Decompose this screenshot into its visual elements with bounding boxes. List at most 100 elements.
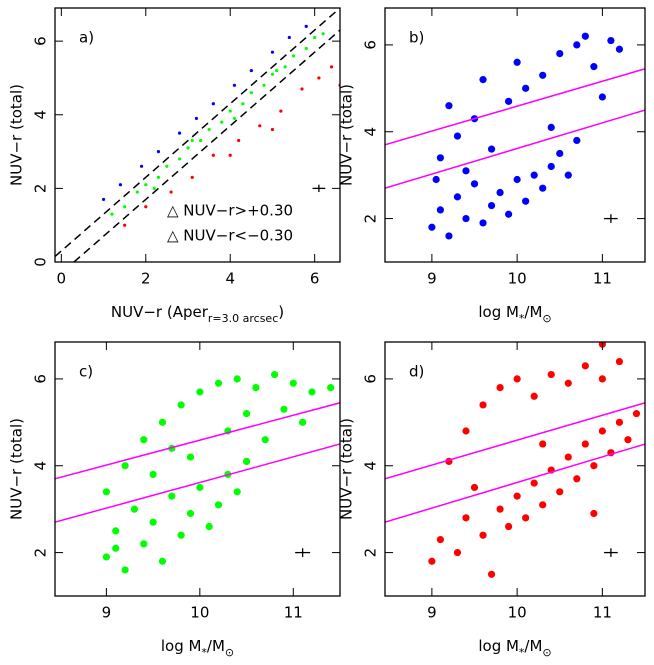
point bbox=[479, 219, 487, 227]
point bbox=[445, 102, 453, 110]
point bbox=[110, 212, 114, 216]
point bbox=[249, 68, 253, 73]
point bbox=[249, 91, 253, 95]
y-tick-label: 6 bbox=[362, 40, 380, 50]
point bbox=[530, 479, 538, 487]
point bbox=[152, 186, 156, 190]
point bbox=[241, 102, 245, 106]
point bbox=[199, 138, 203, 143]
point bbox=[556, 149, 564, 158]
point bbox=[158, 557, 167, 565]
point bbox=[487, 201, 496, 210]
x-axis-label: log M*/M⊙ bbox=[478, 303, 551, 325]
point bbox=[270, 370, 279, 379]
y-tick-label: 4 bbox=[362, 461, 380, 471]
frame bbox=[384, 341, 646, 597]
y-axis-label: NUV−r (total) bbox=[8, 418, 26, 520]
point bbox=[289, 379, 297, 387]
point bbox=[317, 76, 321, 80]
point bbox=[445, 232, 453, 240]
point bbox=[487, 570, 496, 578]
y-tick-label: 4 bbox=[32, 461, 50, 471]
point bbox=[228, 109, 232, 113]
point bbox=[522, 514, 530, 522]
point bbox=[479, 401, 487, 409]
point bbox=[194, 116, 199, 121]
point bbox=[581, 32, 589, 40]
point bbox=[279, 109, 283, 113]
point bbox=[186, 146, 190, 150]
reference-line bbox=[385, 402, 645, 480]
point bbox=[242, 457, 251, 466]
x-tick-label: 10 bbox=[508, 270, 527, 288]
x-axis-label: log M*/M⊙ bbox=[478, 637, 551, 659]
point bbox=[573, 41, 581, 49]
y-tick-label: 4 bbox=[362, 127, 380, 137]
point bbox=[487, 145, 496, 153]
point bbox=[462, 427, 470, 435]
x-tick-label: 9 bbox=[102, 604, 112, 622]
point bbox=[102, 488, 110, 496]
point bbox=[112, 527, 120, 535]
point bbox=[462, 167, 470, 175]
plot-area bbox=[385, 342, 645, 578]
point bbox=[139, 164, 144, 168]
point bbox=[177, 131, 182, 135]
x-axis-label: log M*/M⊙ bbox=[161, 637, 234, 659]
point bbox=[121, 566, 129, 574]
point bbox=[632, 410, 641, 418]
point bbox=[530, 392, 538, 400]
point bbox=[283, 65, 287, 69]
plot-area bbox=[385, 32, 645, 240]
point bbox=[607, 36, 615, 45]
reference-line bbox=[55, 402, 340, 480]
x-tick-label: 2 bbox=[141, 270, 151, 288]
y-tick-label: 2 bbox=[32, 548, 50, 558]
reference-line bbox=[73, 29, 340, 262]
point bbox=[262, 83, 266, 87]
point bbox=[479, 531, 487, 539]
point bbox=[470, 483, 479, 492]
x-axis-label-part: * bbox=[519, 646, 525, 659]
x-axis-label-part: /M bbox=[207, 637, 225, 655]
y-tick-label: 6 bbox=[32, 374, 50, 384]
plot-area bbox=[55, 8, 340, 262]
point bbox=[539, 71, 547, 79]
point bbox=[291, 54, 296, 58]
x-axis-label-part: log M bbox=[478, 637, 519, 655]
point bbox=[101, 197, 106, 202]
point bbox=[121, 462, 129, 470]
x-axis-label-part: ) bbox=[278, 303, 284, 321]
x-axis-label-part: log M bbox=[478, 303, 519, 321]
point bbox=[211, 153, 215, 157]
panel-label: c) bbox=[79, 363, 93, 381]
point bbox=[564, 453, 572, 461]
point bbox=[237, 138, 241, 143]
x-tick-label: 10 bbox=[190, 604, 209, 622]
panel-label: d) bbox=[409, 363, 424, 381]
point bbox=[186, 453, 195, 461]
point bbox=[453, 132, 462, 140]
point bbox=[598, 93, 606, 101]
point bbox=[505, 97, 513, 105]
point bbox=[275, 68, 279, 73]
point bbox=[496, 505, 504, 513]
point bbox=[308, 388, 316, 396]
point bbox=[233, 488, 241, 496]
point bbox=[118, 183, 123, 187]
point bbox=[140, 436, 148, 444]
y-axis-label: NUV−r (total) bbox=[338, 84, 356, 186]
point bbox=[513, 58, 521, 66]
point bbox=[102, 553, 110, 561]
point bbox=[432, 175, 440, 184]
point bbox=[428, 557, 436, 565]
point bbox=[228, 153, 232, 157]
y-tick-label: 2 bbox=[32, 184, 50, 194]
x-axis-label-part: NUV−r (Aper bbox=[111, 303, 209, 321]
x-axis-label-part: ⊙ bbox=[542, 312, 551, 325]
point bbox=[470, 180, 479, 188]
point bbox=[140, 540, 148, 548]
x-tick-label: 11 bbox=[593, 604, 612, 622]
point bbox=[233, 375, 241, 383]
x-tick-label: 11 bbox=[284, 604, 303, 622]
